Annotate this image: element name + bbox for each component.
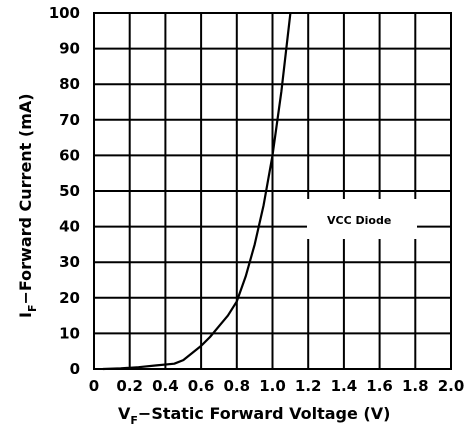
y-tick-label: 0	[70, 360, 80, 378]
x-tick-label: 1.0	[259, 377, 286, 395]
y-tick-label: 90	[59, 40, 80, 58]
annotation-text: VCC Diode	[327, 214, 391, 227]
x-axis-label: VF−Static Forward Voltage (V)	[118, 404, 390, 427]
y-axis-label-sub: F	[26, 305, 39, 313]
x-tick-label: 0.6	[188, 377, 215, 395]
x-tick-label: 0.4	[152, 377, 179, 395]
y-tick-label: 60	[59, 146, 80, 164]
x-tick-label: 1.6	[366, 377, 393, 395]
y-tick-label: 20	[59, 289, 80, 307]
x-axis-label-rest: −Static Forward Voltage (V)	[138, 404, 391, 423]
y-tick-labels: 0 10 20 30 40 50 60 70 80 90 100	[49, 4, 80, 378]
x-axis-label-main: V	[118, 404, 131, 423]
grid	[94, 13, 451, 369]
x-tick-label: 0.2	[116, 377, 143, 395]
y-tick-label: 70	[59, 111, 80, 129]
y-axis-label-main: I	[16, 312, 35, 318]
y-tick-label: 80	[59, 75, 80, 93]
x-axis-label-sub: F	[130, 414, 138, 427]
x-tick-label: 0.8	[224, 377, 251, 395]
y-axis-label: IF−Forward Current (mA)	[16, 93, 39, 318]
plot-frame	[93, 12, 452, 370]
y-tick-label: 100	[49, 4, 80, 22]
x-tick-label: 1.4	[331, 377, 358, 395]
x-tick-label: 2.0	[438, 377, 465, 395]
y-tick-label: 10	[59, 324, 80, 342]
series-group	[102, 12, 292, 371]
y-tick-label: 40	[59, 218, 80, 236]
y-tick-label: 50	[59, 182, 80, 200]
y-tick-label: 30	[59, 253, 80, 271]
annotation-box	[307, 199, 417, 239]
series-line	[102, 12, 292, 371]
y-axis-label-rest: −Forward Current (mA)	[16, 93, 35, 304]
x-tick-label: 1.8	[402, 377, 429, 395]
x-tick-labels: 0 0.2 0.4 0.6 0.8 1.0 1.2 1.4 1.6 1.8 2.0	[89, 377, 465, 395]
x-tick-label: 0	[89, 377, 99, 395]
x-tick-label: 1.2	[295, 377, 322, 395]
